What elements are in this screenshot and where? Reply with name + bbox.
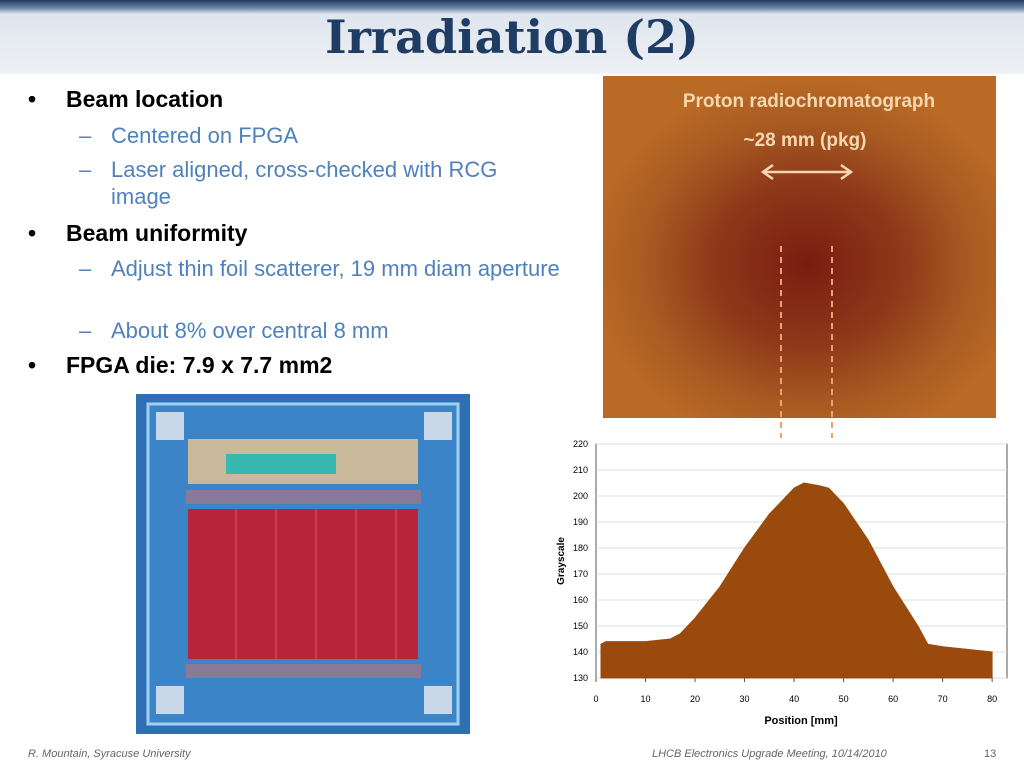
sub-bullet: Adjust thin foil scatterer, 19 mm diam a… <box>79 255 561 282</box>
y-tick-label: 150 <box>573 621 588 631</box>
y-tick-label: 210 <box>573 465 588 475</box>
sub-bullet: Laser aligned, cross-checked with RCG im… <box>79 156 561 210</box>
footer-center: LHCB Electronics Upgrade Meeting, 10/14/… <box>652 748 887 760</box>
x-tick-label: 50 <box>839 694 849 704</box>
x-tick-label: 40 <box>789 694 799 704</box>
bullet: FPGA die: 7.9 x 7.7 mm2 <box>28 352 332 379</box>
sub-bullet: About 8% over central 8 mm <box>79 317 571 344</box>
y-tick-label: 140 <box>573 647 588 657</box>
radiochromatograph: Proton radiochromatograph ~28 mm (pkg) <box>603 76 996 438</box>
area <box>600 482 993 679</box>
page-number: 13 <box>984 748 997 760</box>
x-tick-label: 30 <box>740 694 750 704</box>
x-tick-label: 60 <box>888 694 898 704</box>
x-tick-label: 10 <box>641 694 651 704</box>
x-tick-label: 70 <box>938 694 948 704</box>
y-tick-label: 160 <box>573 595 588 605</box>
photo-scale: ~28 mm (pkg) <box>743 130 866 151</box>
y-tick-label: 130 <box>573 673 588 683</box>
bullet: Beam location <box>28 86 223 113</box>
sub-bullet: Centered on FPGA <box>79 122 571 149</box>
y-axis-label: Grayscale <box>556 537 567 585</box>
title-band <box>0 0 1024 74</box>
y-tick-label: 190 <box>573 517 588 527</box>
x-tick-label: 20 <box>690 694 700 704</box>
bullet: Beam uniformity <box>28 220 248 247</box>
x-axis-label: Position [mm] <box>764 715 838 727</box>
title: Irradiation (2) <box>325 10 699 64</box>
y-tick-label: 180 <box>573 543 588 553</box>
die-image <box>136 394 470 734</box>
x-tick-label: 80 <box>987 694 997 704</box>
y-tick-label: 200 <box>573 491 588 501</box>
x-tick-label: 0 <box>593 694 598 704</box>
photo-caption: Proton radiochromatograph <box>683 91 935 112</box>
y-tick-label: 220 <box>573 439 588 449</box>
y-tick-label: 170 <box>573 569 588 579</box>
footer-left: R. Mountain, Syracuse University <box>28 748 191 760</box>
chart: Grayscale Position [mm] 130 140 150 160 170 1… <box>556 439 1008 727</box>
